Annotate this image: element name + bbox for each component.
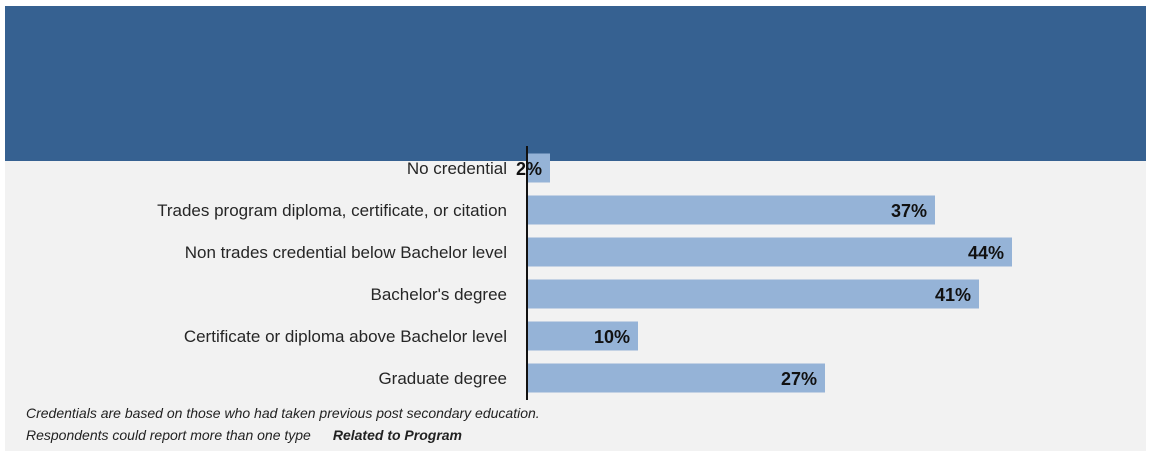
- footnote-line-2: Respondents could report more than one t…: [26, 427, 462, 443]
- footnote-text-2: Respondents could report more than one t…: [26, 427, 311, 443]
- value-label-0: 2%: [516, 159, 542, 179]
- bar-4: [528, 321, 638, 351]
- category-label-0: No credential: [407, 159, 507, 178]
- value-label-5: 27%: [781, 369, 817, 389]
- bar-3: [528, 279, 979, 309]
- category-label-3: Bachelor's degree: [371, 285, 508, 304]
- value-label-4: 10%: [594, 327, 630, 347]
- bar-1: [528, 195, 935, 225]
- footnote-tag: Related to Program: [332, 427, 462, 443]
- footnote-text-1: Credentials are based on those who had t…: [26, 405, 540, 421]
- footnote-line-1: Credentials are based on those who had t…: [26, 405, 540, 421]
- category-label-1: Trades program diploma, certificate, or …: [157, 201, 507, 220]
- category-label-4: Certificate or diploma above Bachelor le…: [184, 327, 507, 346]
- value-label-3: 41%: [935, 285, 971, 305]
- value-label-2: 44%: [968, 243, 1004, 263]
- title-banner: [5, 6, 1146, 161]
- category-label-5: Graduate degree: [378, 369, 507, 388]
- bar-5: [528, 363, 825, 393]
- category-label-2: Non trades credential below Bachelor lev…: [185, 243, 507, 262]
- value-label-1: 37%: [891, 201, 927, 221]
- bar-2: [528, 237, 1012, 267]
- bar-0: [528, 153, 550, 183]
